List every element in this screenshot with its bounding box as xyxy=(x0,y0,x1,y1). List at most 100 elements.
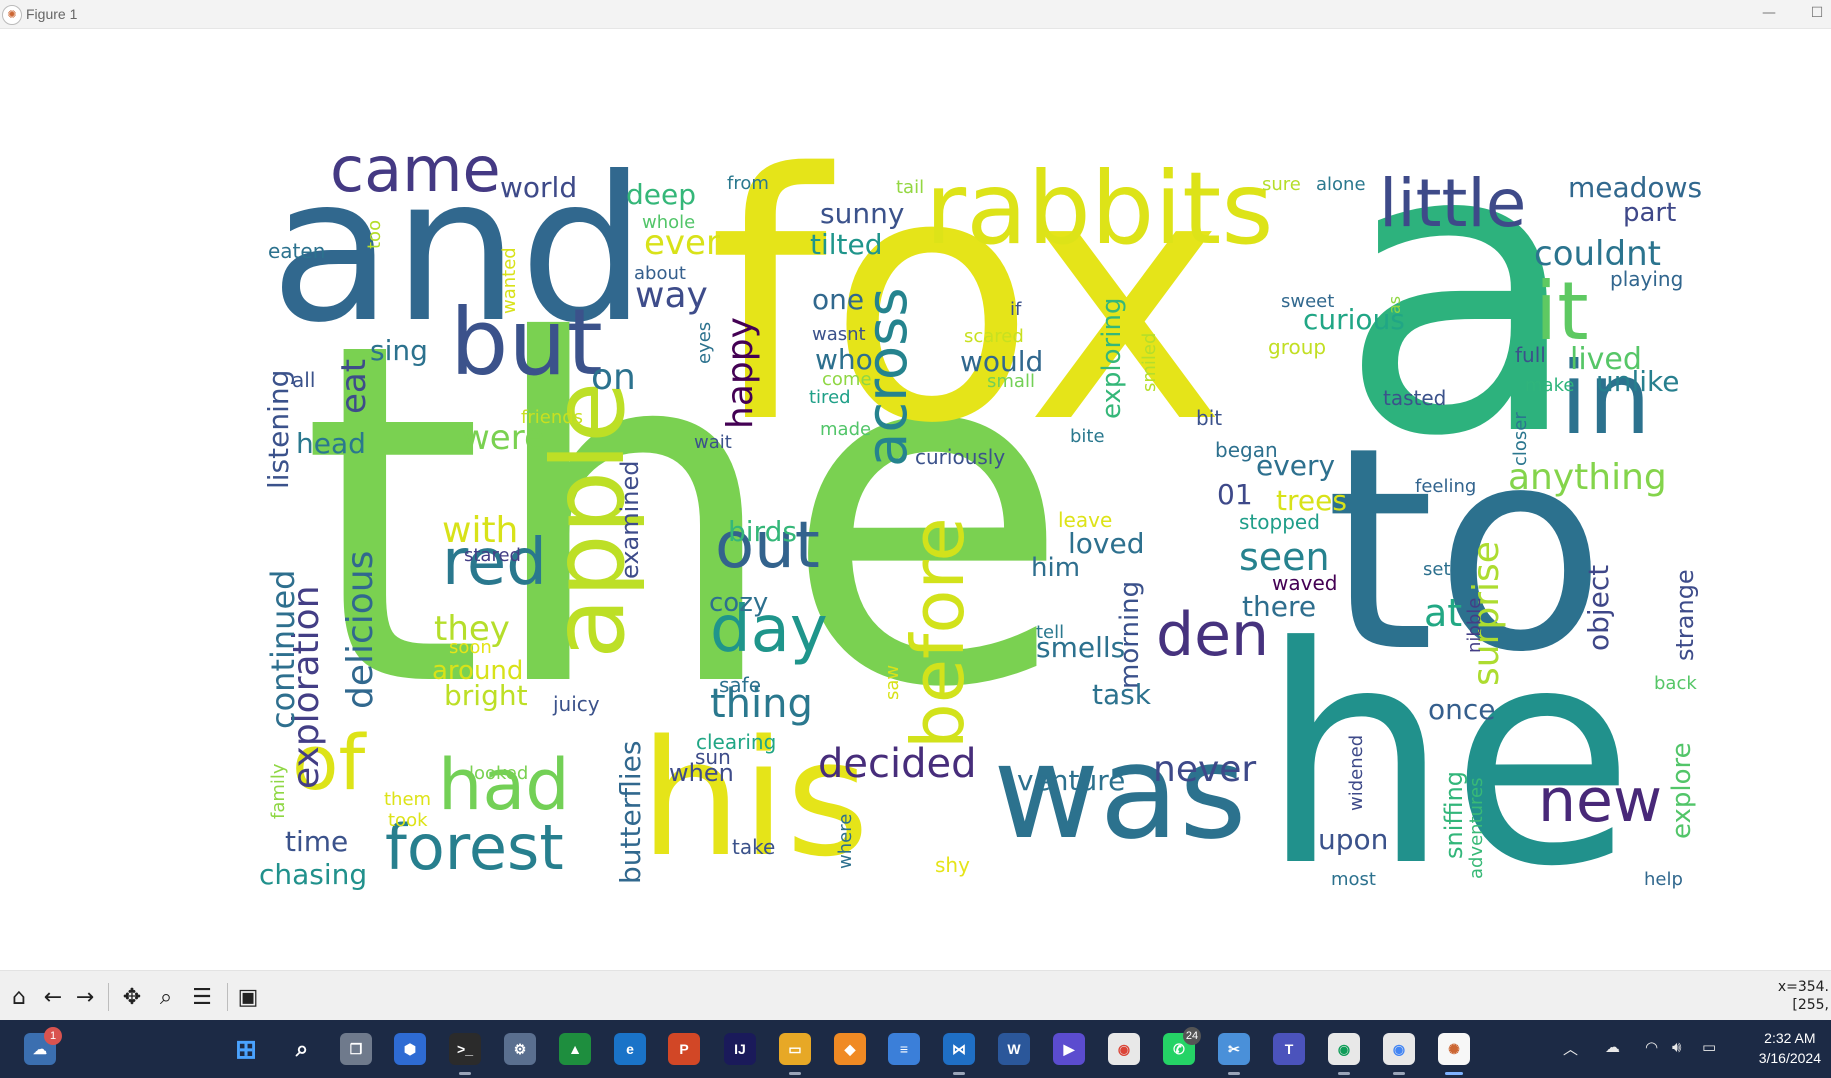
word-shy: shy xyxy=(935,853,970,877)
chrome-icon[interactable]: ◉ xyxy=(1108,1033,1140,1065)
notepad-icon[interactable]: ≡ xyxy=(888,1033,920,1065)
drawio-icon[interactable]: ◆ xyxy=(834,1033,866,1065)
word-bite: bite xyxy=(1070,426,1105,447)
word-unlike: unlike xyxy=(1596,365,1680,398)
word-full: full xyxy=(1515,343,1546,367)
word-they: they xyxy=(434,609,510,649)
word-continued: continued xyxy=(264,570,302,729)
teams-icon[interactable]: T xyxy=(1273,1033,1305,1065)
file-explorer-icon[interactable]: ▭ xyxy=(779,1033,811,1075)
word-chasing: chasing xyxy=(259,858,367,891)
back-arrow-icon[interactable]: ← xyxy=(43,984,63,1010)
word-eaten: eaten xyxy=(268,239,325,263)
word-come: come xyxy=(822,369,872,390)
system-clock[interactable]: 2:32 AM 3/16/2024 xyxy=(1759,1028,1821,1068)
word-of: of xyxy=(292,718,367,807)
word-surprise: surprise xyxy=(1466,541,1507,686)
maximize-icon[interactable]: ☐ xyxy=(1810,5,1824,21)
word-widened: widened xyxy=(1346,735,1367,811)
wifi-icon[interactable]: ◠ xyxy=(1645,1038,1659,1056)
weather-icon[interactable]: ☁ 1 xyxy=(24,1027,62,1065)
word-were: were xyxy=(462,418,545,458)
word-began: began xyxy=(1215,438,1278,462)
onedrive-icon[interactable]: ☁ xyxy=(1605,1038,1620,1056)
word-most: most xyxy=(1331,869,1376,890)
word-alone: alone xyxy=(1316,174,1366,195)
window-title: Figure 1 xyxy=(26,6,78,22)
chevron-up-icon[interactable]: ︿ xyxy=(1563,1040,1579,1058)
figure-canvas[interactable]: the fox a to he and his was rabbits apple but came l… xyxy=(0,29,1831,970)
word-eyes: eyes xyxy=(694,322,715,364)
word-birds: birds xyxy=(728,515,797,548)
word-exploration: exploration xyxy=(286,585,327,789)
zoom-icon[interactable]: ⌕ xyxy=(159,984,173,1010)
word-happy: happy xyxy=(720,317,761,429)
word-icon[interactable]: W xyxy=(998,1033,1030,1065)
navigation-toolbar: ⌂ ← → ✥ ⌕ ☰ ▣ x=354. [255, xyxy=(0,970,1831,1021)
word-to: to xyxy=(1325,388,1606,714)
word-at: at xyxy=(1424,591,1462,635)
forward-arrow-icon[interactable]: → xyxy=(75,984,95,1010)
word-sun: sun xyxy=(695,745,731,769)
powerpoint-icon[interactable]: P xyxy=(668,1033,700,1065)
word-tell: tell xyxy=(1036,622,1064,643)
word-too: too xyxy=(364,220,385,249)
word-part: part xyxy=(1623,198,1676,228)
start-icon[interactable]: ⊞ xyxy=(235,1033,257,1064)
snipping-tool-icon[interactable]: ✂ xyxy=(1218,1033,1250,1075)
vscode-icon[interactable]: ⋈ xyxy=(943,1033,975,1075)
edge-icon[interactable]: e xyxy=(614,1033,646,1065)
settings-gear-icon[interactable]: ⚙ xyxy=(504,1033,536,1065)
word-and: and xyxy=(270,134,646,367)
word-take: take xyxy=(732,835,775,859)
word-once: once xyxy=(1428,693,1496,726)
word-thing: thing xyxy=(710,681,813,727)
word-tasted: tasted xyxy=(1383,386,1446,410)
word-who: who xyxy=(815,343,873,376)
pan-icon[interactable]: ✥ xyxy=(122,984,142,1010)
window-titlebar: ✺ Figure 1 — ☐ xyxy=(0,0,1831,29)
search-icon[interactable]: ⌕ xyxy=(295,1036,309,1061)
terminal-icon[interactable]: >_ xyxy=(449,1033,481,1075)
chrome-profile-2-icon[interactable]: ◉ xyxy=(1383,1033,1415,1075)
app-cube-icon[interactable]: ⬢ xyxy=(394,1033,426,1065)
google-drive-icon[interactable]: ▲ xyxy=(559,1033,591,1065)
whatsapp-icon[interactable]: ✆ 24 xyxy=(1163,1027,1201,1065)
save-icon[interactable]: ▣ xyxy=(237,984,259,1010)
word-safe: safe xyxy=(719,673,761,697)
home-icon[interactable]: ⌂ xyxy=(12,984,26,1010)
word-across: across xyxy=(855,287,920,467)
word-sing: sing xyxy=(370,334,428,367)
clipchamp-icon[interactable]: ▶ xyxy=(1053,1033,1085,1065)
word-around: around xyxy=(432,656,523,686)
volume-icon[interactable]: 🔊︎ xyxy=(1672,1038,1682,1056)
word-exploring: exploring xyxy=(1097,298,1127,419)
word-set: set xyxy=(1423,559,1451,580)
word-saw: saw xyxy=(882,665,903,700)
word-was: was xyxy=(993,716,1247,868)
word-nibble: nibble xyxy=(1464,598,1485,653)
minimize-icon[interactable]: — xyxy=(1762,5,1776,21)
word-where: where xyxy=(835,814,856,869)
word-rabbits: rabbits xyxy=(925,150,1273,267)
word-curious: curious xyxy=(1303,303,1405,336)
word-playing: playing xyxy=(1610,267,1683,291)
task-view-icon[interactable]: ❐ xyxy=(340,1033,372,1065)
word-red: red xyxy=(442,526,547,600)
matplotlib-figure-icon[interactable]: ✺ xyxy=(1438,1033,1470,1075)
word-tired: tired xyxy=(809,387,851,408)
word-examined: examined xyxy=(616,460,644,579)
word-the: the xyxy=(300,243,1071,790)
word-about: about xyxy=(634,263,686,284)
word-there: there xyxy=(1242,590,1316,623)
word-couldnt: couldnt xyxy=(1534,234,1661,274)
intellij-icon[interactable]: IJ xyxy=(724,1033,756,1065)
word-tail: tail xyxy=(896,177,924,198)
configure-subplots-icon[interactable]: ☰ xyxy=(192,984,212,1010)
word-sweet: sweet xyxy=(1281,291,1334,312)
battery-icon[interactable]: ▭ xyxy=(1702,1038,1717,1056)
word-sure: sure xyxy=(1262,174,1301,195)
chrome-profile-icon[interactable]: ◉ xyxy=(1328,1033,1360,1075)
word-object: object xyxy=(1582,565,1615,651)
